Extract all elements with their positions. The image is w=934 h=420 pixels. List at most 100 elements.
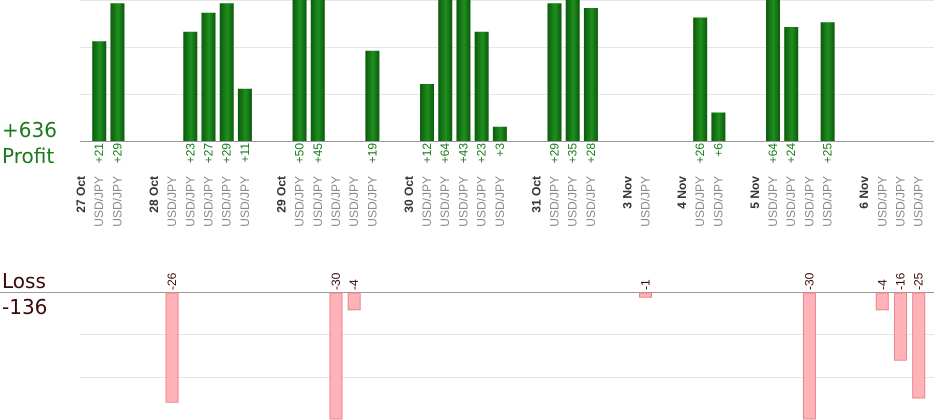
pair-label: USD/JPY xyxy=(110,176,124,227)
profit-value-label: +35 xyxy=(566,143,580,164)
profit-value-label: +12 xyxy=(420,143,434,164)
pair-label: USD/JPY xyxy=(693,176,707,227)
pair-label: USD/JPY xyxy=(183,176,197,227)
pair-label: USD/JPY xyxy=(821,176,835,227)
profit-value-label: +64 xyxy=(766,143,780,164)
loss-value-label: -30 xyxy=(802,272,816,290)
profit-value-label: +21 xyxy=(92,143,106,164)
date-label: 29 Oct xyxy=(274,176,288,213)
profit-bar xyxy=(110,3,125,141)
pair-label: USD/JPY xyxy=(456,176,470,227)
profit-bar xyxy=(474,31,489,141)
loss-bar xyxy=(893,292,907,361)
axes xyxy=(0,141,934,293)
loss-bar xyxy=(347,292,361,311)
profit-bar xyxy=(183,31,198,141)
pair-label: USD/JPY xyxy=(912,176,926,227)
profit-bar xyxy=(365,50,380,141)
loss-value-label: -26 xyxy=(165,272,179,290)
profit-value-label: +23 xyxy=(475,143,489,164)
pair-label: USD/JPY xyxy=(420,176,434,227)
profit-bar xyxy=(219,3,234,141)
profit-value-label: +27 xyxy=(202,143,216,164)
pair-label: USD/JPY xyxy=(493,176,507,227)
profit-value-label: +28 xyxy=(584,143,598,164)
profit-value-label: +19 xyxy=(365,143,379,164)
loss-value-label: -4 xyxy=(875,279,889,290)
pair-label: USD/JPY xyxy=(547,176,561,227)
pair-label: USD/JPY xyxy=(639,176,653,227)
profit-total: +636 xyxy=(2,118,57,142)
pair-label: USD/JPY xyxy=(438,176,452,227)
profit-bar xyxy=(492,126,507,141)
profit-bar xyxy=(583,8,598,141)
pair-label: USD/JPY xyxy=(766,176,780,227)
profit-value-label: +29 xyxy=(547,143,561,164)
profit-label: Profit xyxy=(2,144,54,168)
profit-bar xyxy=(565,0,580,141)
profit-bar xyxy=(92,41,107,141)
loss-value-label: -25 xyxy=(912,272,926,290)
profit-bar xyxy=(456,0,471,141)
date-label: 3 Nov xyxy=(620,176,634,209)
profit-bar xyxy=(693,17,708,141)
loss-value-label: -30 xyxy=(329,272,343,290)
profit-bar xyxy=(438,0,453,141)
date-label: 5 Nov xyxy=(748,176,762,209)
pair-label: USD/JPY xyxy=(220,176,234,227)
pair-label: USD/JPY xyxy=(893,176,907,227)
date-label: 31 Oct xyxy=(529,176,543,213)
loss-bar xyxy=(639,292,653,298)
date-label: 28 Oct xyxy=(147,176,161,213)
profit-bar xyxy=(310,0,325,141)
loss-value-label: -4 xyxy=(347,279,361,290)
profit-bar xyxy=(547,3,562,141)
pair-label: USD/JPY xyxy=(584,176,598,227)
loss-bar xyxy=(912,292,926,399)
profit-value-label: +64 xyxy=(438,143,452,164)
profit-value-label: +43 xyxy=(456,143,470,164)
pair-label: USD/JPY xyxy=(238,176,252,227)
profit-value-label: +29 xyxy=(110,143,124,164)
profit-bar xyxy=(784,27,799,141)
profit-value-label: +6 xyxy=(711,143,725,157)
pair-label: USD/JPY xyxy=(329,176,343,227)
profit-value-label: +29 xyxy=(220,143,234,164)
loss-total: -136 xyxy=(2,295,47,319)
profit-bar xyxy=(711,112,726,141)
profit-value-label: +45 xyxy=(311,143,325,164)
profit-value-label: +25 xyxy=(821,143,835,164)
pair-label: USD/JPY xyxy=(365,176,379,227)
chart-marks: 27 Oct USD/JPY +21 USD/JPY +29 28 Oct USD/JPY -… xyxy=(74,0,926,420)
profit-value-label: +11 xyxy=(238,143,252,163)
profit-bar xyxy=(237,88,252,141)
pair-label: USD/JPY xyxy=(875,176,889,227)
loss-bar xyxy=(802,292,816,420)
loss-value-label: -16 xyxy=(893,272,907,290)
date-label: 30 Oct xyxy=(402,176,416,213)
profit-value-label: +50 xyxy=(293,143,307,164)
loss-bar xyxy=(875,292,889,311)
profit-value-label: +23 xyxy=(183,143,197,164)
date-label: 6 Nov xyxy=(857,176,871,209)
pair-label: USD/JPY xyxy=(802,176,816,227)
pair-label: USD/JPY xyxy=(566,176,580,227)
profit-bar xyxy=(420,84,435,141)
loss-label: Loss xyxy=(2,269,46,293)
profit-value-label: +3 xyxy=(493,143,507,157)
profit-value-label: +24 xyxy=(784,143,798,164)
pair-label: USD/JPY xyxy=(311,176,325,227)
pair-label: USD/JPY xyxy=(784,176,798,227)
loss-bar xyxy=(165,292,179,403)
pair-label: USD/JPY xyxy=(711,176,725,227)
profit-bar xyxy=(292,0,307,141)
loss-bar xyxy=(329,292,343,420)
loss-value-label: -1 xyxy=(639,279,653,290)
date-label: 27 Oct xyxy=(74,176,88,213)
profit-bar xyxy=(201,12,216,141)
pair-label: USD/JPY xyxy=(92,176,106,227)
pair-label: USD/JPY xyxy=(202,176,216,227)
profit-bar xyxy=(766,0,781,141)
pair-label: USD/JPY xyxy=(347,176,361,227)
